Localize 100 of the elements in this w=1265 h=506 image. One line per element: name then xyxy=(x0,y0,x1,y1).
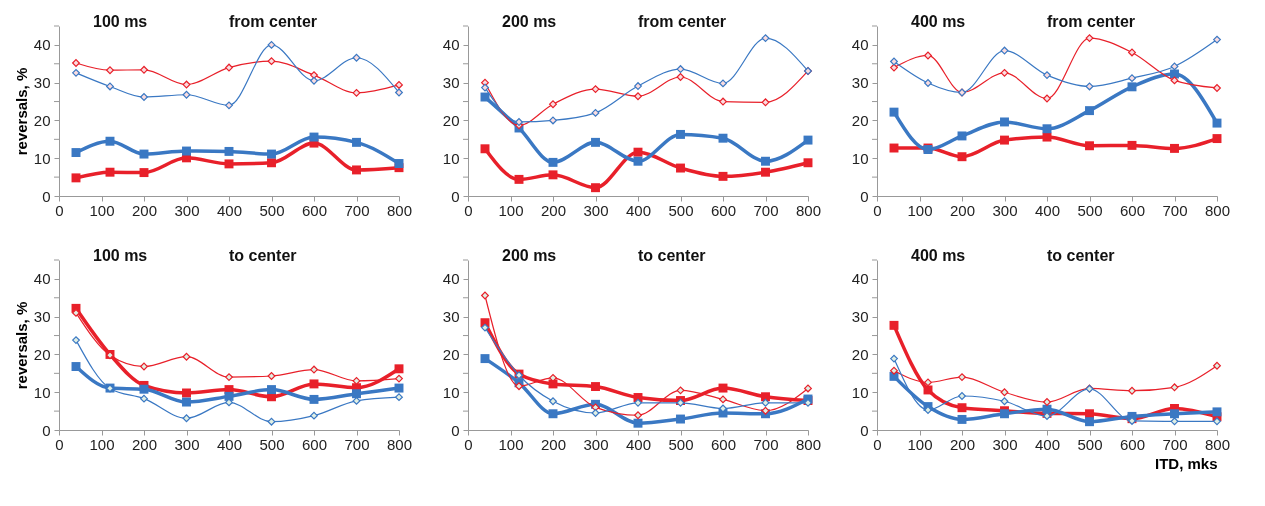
point xyxy=(267,158,276,168)
x-tick-label: 600 xyxy=(1119,201,1146,219)
point xyxy=(676,73,685,81)
point xyxy=(634,92,642,101)
point xyxy=(481,83,489,92)
y-tick-label: 0 xyxy=(860,187,869,205)
x-tick-label: 200 xyxy=(949,201,976,219)
point xyxy=(1000,397,1009,406)
point xyxy=(1043,412,1051,420)
point xyxy=(394,159,404,168)
point xyxy=(1213,84,1221,92)
point xyxy=(310,411,318,420)
point xyxy=(72,308,80,317)
x-tick-label: 200 xyxy=(949,435,976,453)
point xyxy=(761,406,770,415)
y-tick-label: 40 xyxy=(851,270,869,288)
point xyxy=(182,80,191,89)
x-tick-label: 700 xyxy=(753,435,779,453)
point xyxy=(224,146,234,156)
point xyxy=(761,167,770,177)
point xyxy=(481,323,489,332)
point xyxy=(1212,118,1222,128)
x-tick-label: 0 xyxy=(464,435,473,453)
point xyxy=(634,398,642,407)
point xyxy=(1170,76,1179,85)
point xyxy=(395,374,403,383)
point xyxy=(676,129,685,139)
point xyxy=(72,68,80,77)
point xyxy=(182,388,191,398)
x-tick-label: 500 xyxy=(668,435,694,453)
x-tick-label: 500 xyxy=(259,435,285,453)
x-tick-label: 700 xyxy=(344,435,370,453)
point xyxy=(105,167,115,177)
x-tick-label: 800 xyxy=(1204,201,1231,219)
point xyxy=(1000,46,1009,55)
point xyxy=(352,165,361,175)
point xyxy=(633,147,643,157)
chart-subtitle: to center xyxy=(638,247,706,264)
point xyxy=(225,373,233,382)
x-tick-label: 800 xyxy=(386,201,413,219)
x-tick-label: 600 xyxy=(1119,435,1146,453)
point xyxy=(1085,106,1094,116)
x-tick-label: 500 xyxy=(259,201,285,219)
point xyxy=(549,100,557,109)
x-tick-label: 800 xyxy=(795,201,822,219)
point xyxy=(1043,71,1051,80)
x-tick-label: 100 xyxy=(89,435,115,453)
point xyxy=(1000,388,1009,397)
point xyxy=(549,116,557,125)
point xyxy=(395,80,403,89)
point xyxy=(548,170,558,180)
x-tick-label: 300 xyxy=(992,435,1018,453)
chart-title: 400 ms xyxy=(911,13,966,30)
point xyxy=(182,146,191,156)
point xyxy=(1043,398,1051,406)
x-tick-label: 300 xyxy=(992,201,1018,219)
point xyxy=(480,354,490,364)
point xyxy=(1128,74,1136,83)
point xyxy=(1000,135,1009,145)
y-tick-label: 0 xyxy=(42,421,51,439)
point xyxy=(548,409,558,419)
point xyxy=(958,392,966,400)
x-tick-label: 500 xyxy=(1077,201,1103,219)
y-tick-label: 20 xyxy=(442,111,460,129)
point xyxy=(890,57,898,66)
point xyxy=(1042,132,1052,142)
point xyxy=(633,156,643,166)
point xyxy=(1213,417,1221,426)
point xyxy=(309,132,319,142)
point xyxy=(182,414,191,423)
y-tick-label: 40 xyxy=(442,36,460,54)
y-axis-title: reversals, % xyxy=(12,67,30,156)
point xyxy=(1212,407,1222,417)
point xyxy=(718,133,728,143)
point xyxy=(1085,417,1094,427)
y-tick-label: 20 xyxy=(851,111,869,129)
y-tick-label: 0 xyxy=(860,421,869,439)
point xyxy=(761,98,770,107)
y-tick-label: 10 xyxy=(33,383,51,401)
point xyxy=(1127,82,1137,92)
point xyxy=(1213,35,1221,44)
x-tick-label: 300 xyxy=(174,435,200,453)
x-tick-label: 200 xyxy=(131,435,158,453)
chart-subtitle: from center xyxy=(1047,13,1136,30)
point xyxy=(676,414,685,424)
y-axis-title: reversals, % xyxy=(12,301,30,390)
point xyxy=(224,159,234,169)
point xyxy=(309,394,319,404)
point xyxy=(591,382,600,392)
y-tick-label: 10 xyxy=(442,149,460,167)
x-tick-label: 700 xyxy=(344,201,370,219)
chart-title: 200 ms xyxy=(502,247,557,264)
x-tick-label: 300 xyxy=(174,201,200,219)
point xyxy=(310,365,318,374)
point xyxy=(1128,386,1136,395)
point xyxy=(395,393,403,402)
point xyxy=(957,131,967,141)
point xyxy=(804,384,812,393)
point xyxy=(140,362,148,371)
x-tick-label: 100 xyxy=(498,201,524,219)
